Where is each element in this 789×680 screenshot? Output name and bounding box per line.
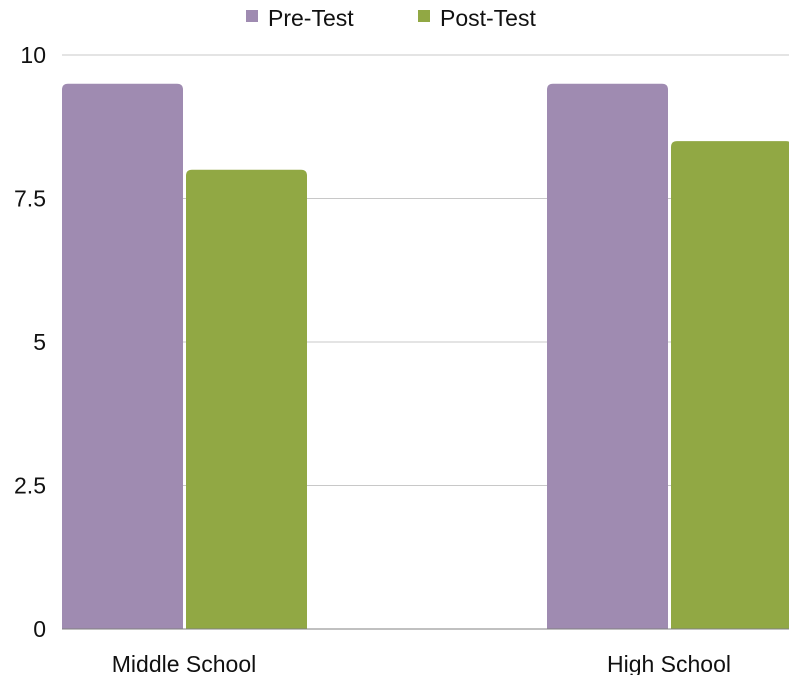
legend-label: Post-Test	[440, 5, 536, 31]
legend-item-post-test: Post-Test	[418, 5, 536, 31]
legend-swatch	[246, 10, 258, 22]
bar-post-test-middle-school	[186, 169, 307, 630]
y-tick-label: 2.5	[14, 473, 46, 499]
legend-label: Pre-Test	[268, 5, 354, 31]
x-category-label: High School	[607, 651, 731, 675]
legend: Pre-Test Post-Test	[246, 5, 536, 31]
y-tick-label: 0	[33, 616, 46, 642]
bar-pre-test-middle-school	[62, 83, 183, 629]
legend-swatch	[418, 10, 430, 22]
bar-post-test-high-school	[671, 141, 789, 629]
y-tick-label: 7.5	[14, 186, 46, 212]
y-tick-label: 10	[20, 42, 46, 68]
y-axis-ticks: 0 2.5 5 7.5 10	[14, 42, 46, 642]
bars	[62, 83, 789, 630]
x-category-label: Middle School	[112, 651, 256, 675]
y-tick-label: 5	[33, 329, 46, 355]
bar-pre-test-high-school	[547, 83, 668, 629]
legend-item-pre-test: Pre-Test	[246, 5, 354, 31]
x-axis-categories: Middle School High School	[112, 651, 731, 677]
